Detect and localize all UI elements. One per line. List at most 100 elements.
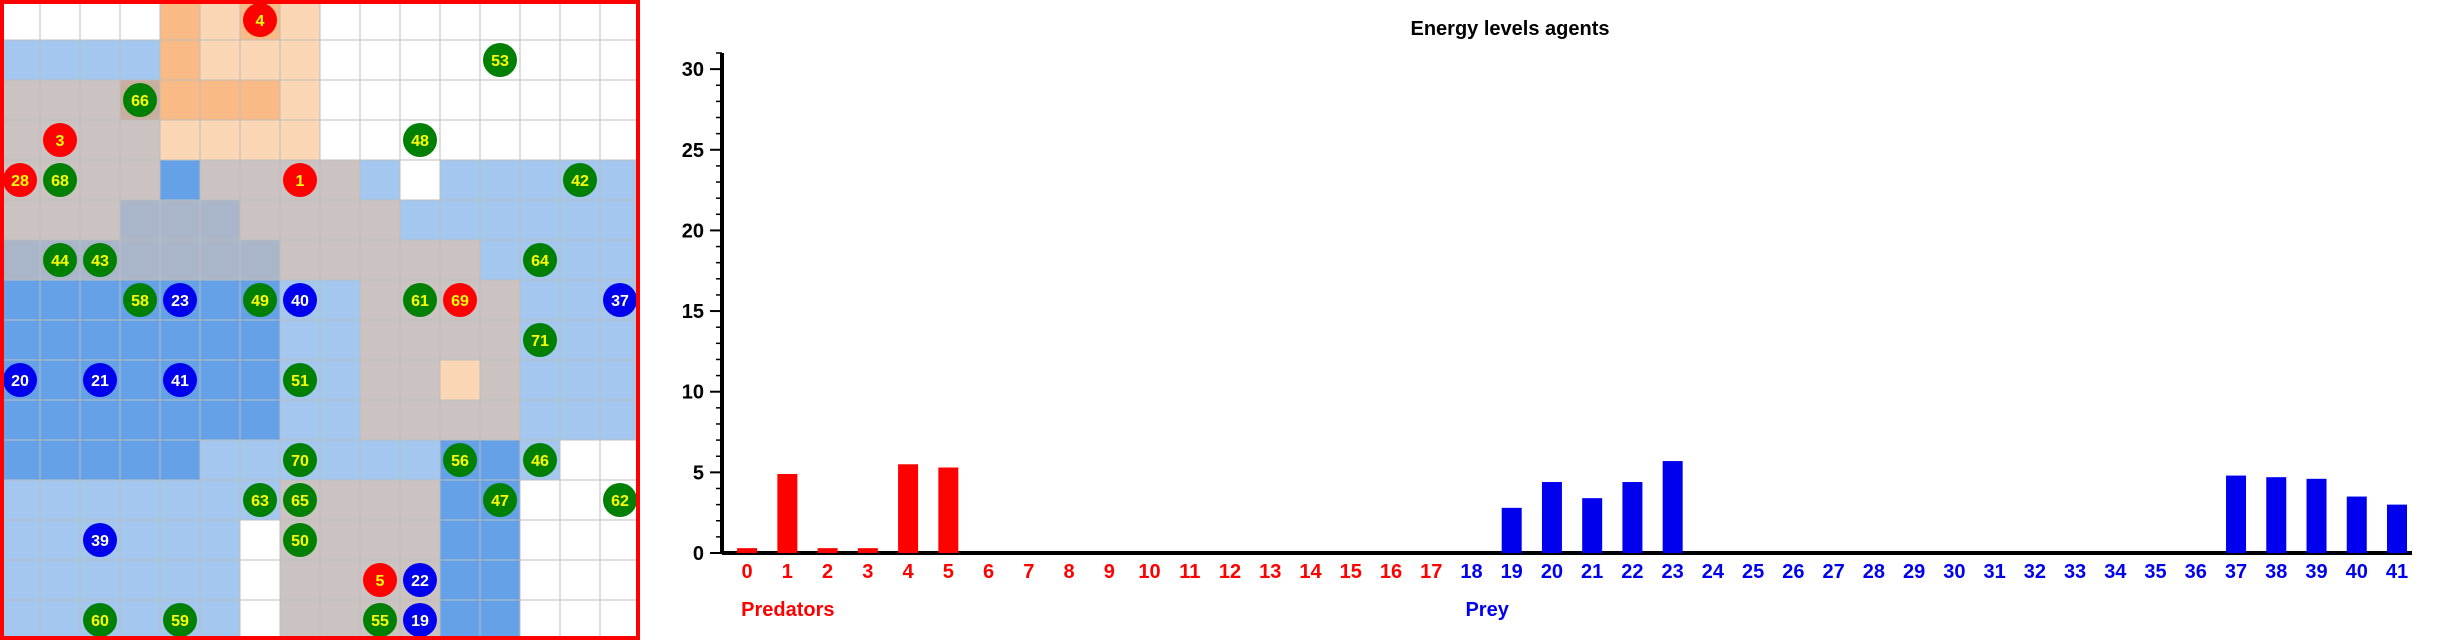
agent-marker	[283, 163, 317, 197]
agent-predator: 69	[443, 283, 477, 317]
agent-marker	[43, 163, 77, 197]
heat-cell-prey	[480, 320, 520, 360]
agent-plant: 50	[283, 523, 317, 557]
heat-cell-predator	[120, 200, 160, 240]
agent-label: 65	[291, 493, 309, 510]
agent-label: 41	[171, 373, 189, 390]
agent-label: 20	[11, 373, 29, 390]
heat-cell-predator	[120, 160, 160, 200]
y-tick-label: 25	[682, 140, 704, 162]
heat-cell-prey	[240, 440, 280, 480]
heat-cell-predator	[240, 200, 280, 240]
x-tick-label: 31	[1983, 561, 2005, 583]
agent-prey: 22	[403, 563, 437, 597]
heat-cell-prey	[320, 280, 360, 320]
agent-plant: 46	[523, 443, 557, 477]
bar-19	[1501, 507, 1522, 553]
heat-cell-predator	[400, 480, 440, 520]
heat-cell-prey	[280, 400, 320, 440]
heat-cell-predator	[440, 240, 480, 280]
heat-cell-prey	[440, 240, 480, 280]
agent-predator: 1	[283, 163, 317, 197]
heat-cell-prey	[0, 320, 40, 360]
heat-cell-predator	[240, 120, 280, 160]
agent-label: 50	[291, 533, 309, 550]
x-tick-label: 16	[1380, 561, 1402, 583]
heat-cell-prey	[160, 240, 200, 280]
x-tick-label: 24	[1702, 561, 1725, 583]
agent-label: 4	[256, 13, 265, 30]
x-tick-label: 41	[2386, 561, 2408, 583]
heat-cell-prey	[600, 240, 640, 280]
heat-cell-prey	[280, 240, 320, 280]
heat-cell-predator	[400, 400, 440, 440]
heat-cell-predator	[160, 240, 200, 280]
heat-cell-prey	[480, 280, 520, 320]
x-tick-label: 29	[1903, 561, 1925, 583]
heat-cell-predator	[0, 120, 40, 160]
heat-cell-predator	[480, 320, 520, 360]
heat-cell-predator	[160, 120, 200, 160]
heat-cell-predator	[280, 0, 320, 40]
heat-cell-prey	[40, 520, 80, 560]
heat-cell-predator	[80, 160, 120, 200]
heat-cell-prey	[0, 560, 40, 600]
heat-cell-prey	[0, 40, 40, 80]
x-tick-label: 0	[742, 561, 753, 583]
heat-cell-prey	[0, 520, 40, 560]
x-tick-label: 4	[903, 561, 915, 583]
agent-label: 22	[411, 573, 429, 590]
x-tick-label: 5	[943, 561, 954, 583]
heat-cell-prey	[480, 240, 520, 280]
x-tick-label: 26	[1782, 561, 1804, 583]
agent-label: 3	[56, 133, 65, 150]
heat-cell-prey	[40, 360, 80, 400]
heat-cell-prey	[200, 200, 240, 240]
x-tick-label: 30	[1943, 561, 1965, 583]
agent-predator: 3	[43, 123, 77, 157]
agent-prey: 37	[603, 283, 637, 317]
agent-marker	[483, 483, 517, 517]
x-tick-label: 36	[2185, 561, 2207, 583]
heat-cell-prey	[40, 600, 80, 640]
bars	[737, 461, 2407, 553]
x-tick-label: 34	[2104, 561, 2127, 583]
bar-1	[777, 473, 798, 553]
agent-marker	[483, 43, 517, 77]
heat-cell-predator	[360, 520, 400, 560]
heat-cell-prey	[360, 320, 400, 360]
x-tick-label: 9	[1104, 561, 1115, 583]
heat-cell-predator	[0, 240, 40, 280]
agent-marker	[83, 523, 117, 557]
agent-plant: 68	[43, 163, 77, 197]
heat-cell-predator	[360, 240, 400, 280]
heat-cell-prey	[520, 200, 560, 240]
agent-prey: 19	[403, 603, 437, 637]
x-tick-label: 33	[2064, 561, 2086, 583]
bar-4	[898, 464, 919, 553]
heat-cell-prey	[360, 360, 400, 400]
group-labels: Predators Prey	[741, 599, 1510, 621]
heat-cell-prey	[200, 480, 240, 520]
heat-cell-prey	[320, 320, 360, 360]
heat-cell-prey	[520, 160, 560, 200]
agent-label: 66	[131, 93, 149, 110]
agent-plant: 42	[563, 163, 597, 197]
x-tick-label: 2	[822, 561, 833, 583]
bar-41	[2387, 504, 2407, 553]
heat-cell-predator	[400, 520, 440, 560]
agent-predator: 28	[3, 163, 37, 197]
heat-cell-prey	[80, 320, 120, 360]
heat-cell-prey	[280, 600, 320, 640]
agent-plant: 60	[83, 603, 117, 637]
heat-cell-prey	[600, 200, 640, 240]
heat-cell-prey	[600, 360, 640, 400]
heat-cell-prey	[360, 200, 400, 240]
heat-cell-predator	[160, 200, 200, 240]
heat-cell-prey	[160, 400, 200, 440]
agent-label: 43	[91, 253, 109, 270]
heat-cell-prey	[320, 440, 360, 480]
agent-label: 60	[91, 613, 109, 630]
heat-cell-prey	[360, 240, 400, 280]
